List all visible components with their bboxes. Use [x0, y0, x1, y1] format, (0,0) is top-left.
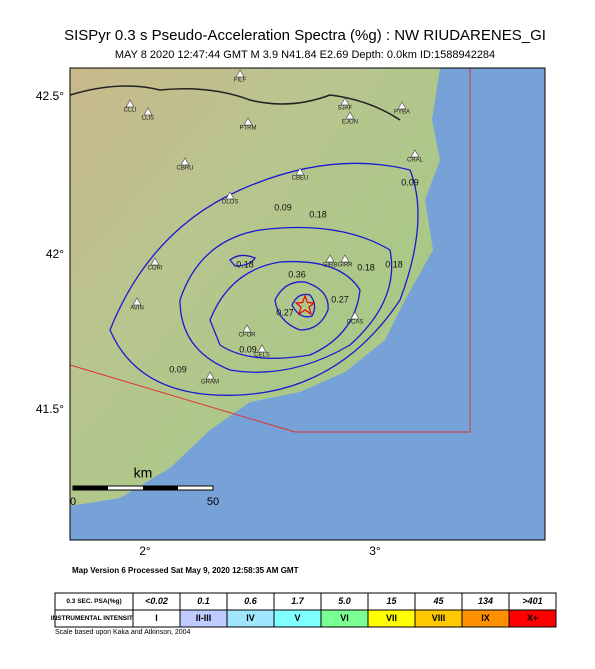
contour-label: 0.09 — [169, 364, 187, 374]
psa-value: <0.02 — [145, 596, 168, 606]
station-marker — [340, 97, 350, 106]
intensity-value: VI — [340, 613, 349, 623]
legend-header: 0.3 SEC. PSA(%g) — [66, 598, 121, 605]
station-label: SJAF — [338, 106, 353, 112]
contour-label: 0.09 — [274, 202, 292, 212]
title: SISPyr 0.3 s Pseudo-Acceleration Spectra… — [64, 27, 546, 44]
station-marker — [257, 344, 267, 353]
contour-label: 0.09 — [401, 177, 419, 187]
intensity-value: I — [155, 613, 158, 623]
station-label: CCAS — [347, 320, 364, 326]
scale-bar-segment — [143, 486, 178, 490]
psa-value: 1.7 — [291, 596, 305, 606]
scale-note: Scale based upon Kaka and Atkinson, 2004 — [55, 629, 191, 636]
station-label: FILF — [234, 78, 247, 84]
station-label: PTRM — [240, 126, 257, 132]
intensity-value: V — [294, 613, 300, 623]
station-marker — [143, 107, 153, 116]
contour-label: 0.18 — [236, 259, 254, 269]
contour-label: 0.18 — [385, 259, 403, 269]
lat-label: 42.5° — [36, 89, 64, 103]
border — [69, 85, 401, 121]
subtitle: MAY 8 2020 12:47:44 GMT M 3.9 N41.84 E2.… — [115, 49, 495, 61]
psa-value: 15 — [386, 596, 397, 606]
station-label: CBRU — [176, 166, 193, 172]
station-marker — [205, 371, 215, 380]
station-marker — [150, 257, 160, 266]
psa-value: 0.6 — [244, 596, 258, 606]
intensity-value: VIII — [432, 613, 446, 623]
station-label: CELS — [254, 353, 270, 359]
station-label: AVIN — [130, 306, 144, 312]
intensity-value: VII — [386, 613, 397, 623]
station-label: GRAM — [201, 380, 219, 386]
station-marker — [410, 149, 420, 158]
lat-label: 41.5° — [36, 402, 64, 416]
legend-color-cell — [508, 609, 557, 628]
station-label: GIRR — [338, 263, 354, 269]
station-marker — [243, 117, 253, 126]
lon-label: 2° — [139, 544, 151, 558]
contour-label: 0.36 — [288, 269, 306, 279]
station-marker — [235, 69, 245, 78]
station-label: CRAL — [407, 158, 424, 164]
psa-value: 134 — [478, 596, 493, 606]
contours — [109, 162, 419, 396]
contour-label: 0.09 — [239, 344, 257, 354]
station-label: CBEU — [292, 176, 309, 182]
version-note: Map Version 6 Processed Sat May 9, 2020 … — [72, 566, 299, 575]
legend-header: INSTRUMENTAL INTENSITY — [51, 615, 138, 622]
map-frame — [69, 67, 546, 541]
station-marker — [242, 324, 252, 333]
psa-value: 0.1 — [197, 596, 210, 606]
station-label: CORI — [148, 266, 163, 272]
station-marker — [295, 167, 305, 176]
intensity-value: IX — [481, 613, 490, 623]
contour-label: 0.18 — [309, 209, 327, 219]
station-label: EJON — [342, 120, 358, 126]
station-marker — [180, 157, 190, 166]
scale-bar-segment — [73, 486, 108, 490]
station-label: GIRB — [323, 263, 338, 269]
station-marker — [345, 111, 355, 120]
contour-label: 0.27 — [276, 307, 294, 317]
station-marker — [325, 254, 335, 263]
intensity-value: II-III — [196, 613, 212, 623]
scale-tick: 50 — [207, 496, 219, 508]
psa-value: 45 — [432, 596, 444, 606]
station-label: CLLI — [124, 108, 137, 114]
station-marker — [350, 311, 360, 320]
epicenter — [294, 294, 316, 316]
station-label: LLIS — [142, 116, 154, 122]
scale-tick: 0 — [70, 496, 76, 508]
station-marker — [125, 99, 135, 108]
station-marker — [340, 254, 350, 263]
map: FILF CLLI LLIS SJAF EJON PYBA PTRM CRAL CBRU CBEU… — [36, 67, 546, 558]
contour-label: 0.18 — [357, 262, 375, 272]
station-label: PYBA — [394, 110, 410, 116]
contour-label: 0.27 — [331, 294, 349, 304]
legend: 0.3 SEC. PSA(%g) INSTRUMENTAL INTENSITY <0… — [51, 592, 557, 628]
land — [70, 68, 440, 506]
station-label: CFOR — [239, 333, 257, 339]
station-marker — [132, 297, 142, 306]
region-boundary — [69, 68, 471, 433]
lon-label: 3° — [369, 544, 381, 558]
lat-label: 42° — [46, 247, 64, 261]
station-marker — [397, 101, 407, 110]
psa-value: >401 — [522, 596, 542, 606]
intensity-value: X+ — [527, 613, 538, 623]
station-marker — [225, 191, 235, 200]
psa-value: 5.0 — [338, 596, 351, 606]
intensity-value: IV — [246, 613, 255, 623]
station-label: OLOS — [222, 200, 239, 206]
scale-unit: km — [134, 465, 153, 481]
